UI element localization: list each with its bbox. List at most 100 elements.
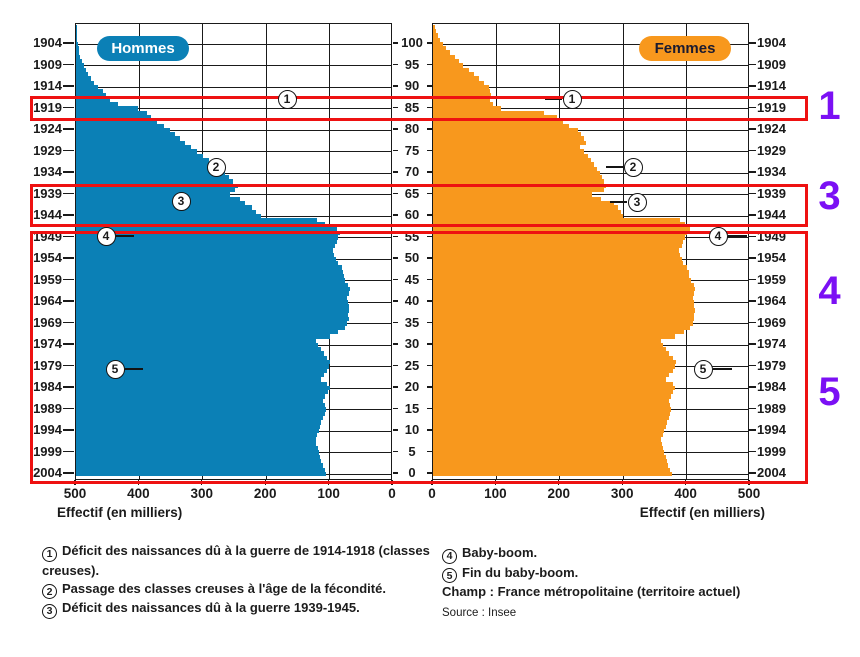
age-tick-right — [426, 85, 432, 87]
men-population-bar — [76, 50, 80, 55]
women-population-bar — [433, 192, 592, 197]
women-population-bar — [433, 252, 681, 257]
men-population-bar — [76, 317, 349, 322]
x-axis-tick-label: 400 — [127, 486, 150, 501]
birth-year-label-left: 1904 — [33, 35, 62, 50]
year-tick-right — [749, 429, 756, 431]
women-population-bar — [433, 235, 685, 240]
women-population-bar — [433, 325, 691, 330]
age-tick-left — [392, 235, 398, 238]
men-population-bar — [76, 278, 346, 283]
women-population-bar — [433, 454, 666, 459]
women-population-bar — [433, 424, 666, 429]
age-tick-left — [392, 429, 398, 431]
women-population-bar — [433, 377, 667, 382]
year-tick-right — [749, 300, 756, 302]
men-population-bar — [76, 403, 325, 408]
year-tick-right — [749, 278, 756, 281]
men-population-bar — [76, 222, 325, 227]
men-population-bar — [76, 24, 77, 29]
men-population-bar — [76, 321, 348, 326]
men-population-bar — [76, 372, 324, 378]
women-population-bar — [433, 209, 621, 214]
age-label: 50 — [404, 250, 420, 265]
men-population-bar — [76, 196, 240, 201]
women-population-bar — [433, 355, 673, 361]
women-population-bar — [433, 153, 588, 158]
women-population-bar — [433, 347, 667, 352]
women-population-bar — [433, 46, 447, 51]
age-tick-right — [426, 235, 432, 238]
age-label: 15 — [404, 400, 420, 416]
men-population-bar — [76, 175, 229, 180]
legend-text-5: Fin du baby-boom. — [462, 564, 579, 580]
year-tick-right — [749, 364, 756, 367]
men-population-bar — [76, 282, 348, 287]
year-tick-left — [63, 149, 74, 152]
age-label: 0 — [408, 465, 416, 480]
birth-year-label-right: 1949 — [757, 228, 786, 244]
year-tick-right — [749, 407, 756, 410]
women-population-bar — [433, 446, 664, 451]
age-label: 85 — [404, 99, 420, 115]
year-tick-left — [63, 192, 74, 195]
women-population-bar — [433, 89, 491, 94]
year-tick-right — [749, 149, 756, 152]
women-population-bar — [433, 200, 615, 206]
women-population-bar — [433, 398, 669, 404]
women-population-bar — [433, 342, 664, 348]
women-population-bar — [433, 205, 619, 210]
men-population-bar — [76, 256, 336, 262]
x-axis-title-right: Effectif (en milliers) — [639, 505, 765, 520]
men-population-bar — [76, 390, 328, 395]
age-tick-left — [392, 407, 398, 410]
age-tick-right — [426, 407, 432, 410]
year-tick-right — [749, 235, 756, 238]
men-population-bar — [76, 114, 151, 120]
men-population-bar — [76, 295, 348, 300]
men-population-bar — [76, 132, 175, 137]
grid-line-horizontal — [433, 129, 748, 131]
men-population-bar — [76, 248, 333, 253]
year-tick-right — [749, 214, 756, 216]
age-tick-left — [392, 386, 398, 388]
grid-line-horizontal — [76, 194, 391, 195]
x-axis-tick — [685, 480, 687, 485]
women-population-bar — [433, 420, 667, 425]
women-population-bar — [433, 140, 586, 146]
women-population-bar — [433, 390, 674, 395]
grid-line-horizontal — [76, 108, 391, 109]
men-population-bar — [76, 89, 104, 94]
women-series-badge: Femmes — [639, 36, 731, 61]
year-tick-left — [63, 321, 74, 324]
year-tick-right — [749, 472, 756, 474]
women-population-bar — [433, 437, 662, 442]
men-series-badge: Hommes — [97, 36, 189, 61]
legend-left-column: 1 Déficit des naissances dû à la guerre d… — [42, 542, 444, 619]
birth-year-label-right: 1974 — [757, 336, 786, 351]
women-population-bar — [433, 24, 435, 29]
grid-line-horizontal — [433, 65, 748, 66]
birth-year-label-left: 1969 — [33, 314, 62, 330]
age-label: 70 — [404, 164, 420, 179]
purple-marker-1: 1 — [818, 84, 840, 128]
men-population-bar — [76, 338, 316, 343]
legend-text-1: Déficit des naissances dû à la guerre de… — [42, 543, 430, 578]
year-tick-right — [749, 343, 756, 345]
women-population-bar — [433, 162, 595, 167]
women-population-bar — [433, 80, 484, 85]
x-axis-tick — [558, 480, 560, 485]
age-tick-right — [426, 149, 432, 152]
women-population-bar — [433, 334, 676, 339]
age-label: 40 — [404, 293, 420, 308]
age-tick-left — [392, 472, 398, 474]
men-population-bar — [76, 157, 210, 163]
women-population-bar — [433, 351, 670, 356]
year-tick-left — [63, 278, 74, 281]
women-population-bar — [433, 458, 667, 464]
x-axis-tick — [264, 480, 266, 485]
men-population-bar — [76, 381, 328, 386]
women-population-bar — [433, 381, 673, 386]
women-population-bar — [433, 54, 455, 60]
women-population-bar — [433, 317, 695, 322]
